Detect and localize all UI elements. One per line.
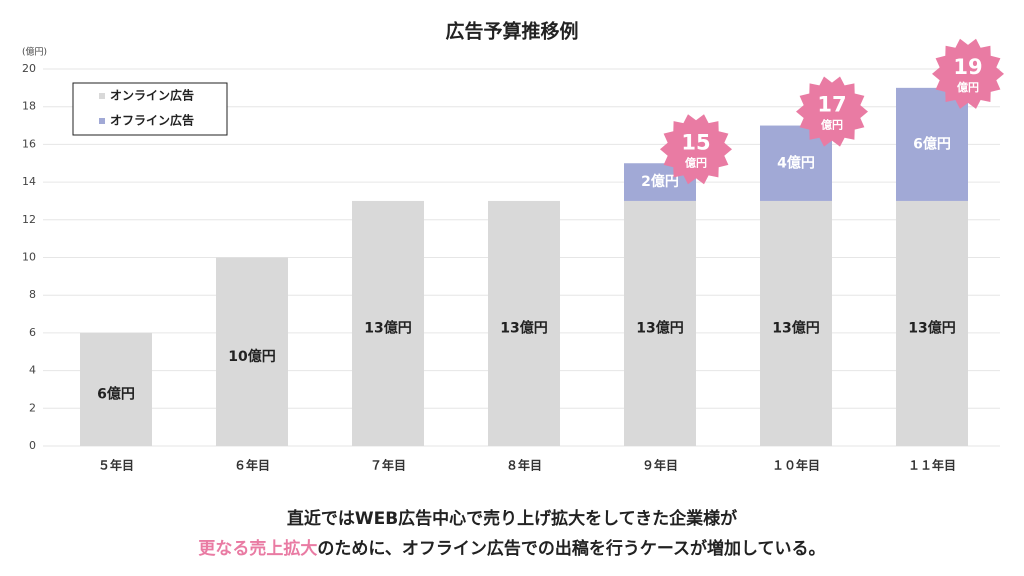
total-label: 19 [953, 55, 982, 79]
value-label: 10億円 [228, 348, 275, 365]
y-tick-label: 18 [22, 100, 36, 113]
legend-box [72, 82, 228, 136]
x-tick-label: ８年目 [506, 458, 542, 473]
y-tick-label: 12 [22, 213, 36, 226]
y-tick-label: 10 [22, 251, 36, 264]
caption-highlight: 更なる売上拡大 [198, 538, 317, 559]
legend-label: オフライン広告 [110, 113, 194, 128]
total-unit: 億円 [685, 155, 707, 169]
value-label: 13億円 [364, 319, 411, 336]
legend-label: オンライン広告 [110, 88, 194, 103]
value-label: 2億円 [641, 173, 679, 190]
chart-title: 広告予算推移例 [445, 20, 578, 43]
bar-segment [896, 200, 968, 446]
caption: 更なる売上拡大のために、オフライン広告での出稿を行うケースが増加している。 [198, 538, 825, 559]
bar-segment [216, 257, 288, 446]
legend-swatch [99, 93, 105, 99]
total-label: 17 [817, 93, 846, 117]
bar-segment [80, 332, 152, 446]
caption: 直近ではWEB広告中心で売り上げ拡大をしてきた企業様が [287, 508, 737, 529]
value-label: 6億円 [913, 135, 951, 152]
y-tick-label: 0 [29, 439, 36, 452]
y-tick-label: 20 [22, 62, 36, 75]
total-badge [932, 38, 1004, 109]
value-label: 4億円 [777, 154, 815, 171]
bar-segment [488, 200, 560, 446]
y-unit: (億円) [22, 46, 47, 58]
y-tick-label: 8 [29, 288, 36, 301]
x-tick-label: １１年目 [908, 458, 956, 473]
x-tick-label: ７年目 [370, 458, 406, 473]
y-tick-label: 4 [29, 364, 36, 377]
bar-segment [352, 200, 424, 446]
value-label: 6億円 [97, 385, 135, 402]
bar-segment [760, 200, 832, 446]
value-label: 13億円 [500, 319, 547, 336]
caption-rest: のために、オフライン広告での出稿を行うケースが増加している。 [317, 538, 825, 559]
x-tick-label: １０年目 [772, 458, 820, 473]
legend-swatch [99, 118, 105, 124]
total-unit: 億円 [957, 80, 979, 94]
y-tick-label: 6 [29, 326, 36, 339]
total-badge [660, 114, 732, 185]
total-badge [796, 76, 868, 147]
x-tick-label: ９年目 [642, 458, 678, 473]
y-tick-label: 16 [22, 137, 36, 150]
total-unit: 億円 [821, 118, 843, 132]
x-tick-label: ５年目 [98, 458, 134, 473]
total-label: 15 [681, 130, 710, 154]
bar-segment [896, 87, 968, 201]
value-label: 13億円 [636, 319, 683, 336]
x-tick-label: ６年目 [234, 458, 270, 473]
bar-segment [624, 200, 696, 446]
y-tick-label: 14 [22, 175, 36, 188]
value-label: 13億円 [908, 319, 955, 336]
value-label: 13億円 [772, 319, 819, 336]
y-tick-label: 2 [29, 401, 36, 414]
